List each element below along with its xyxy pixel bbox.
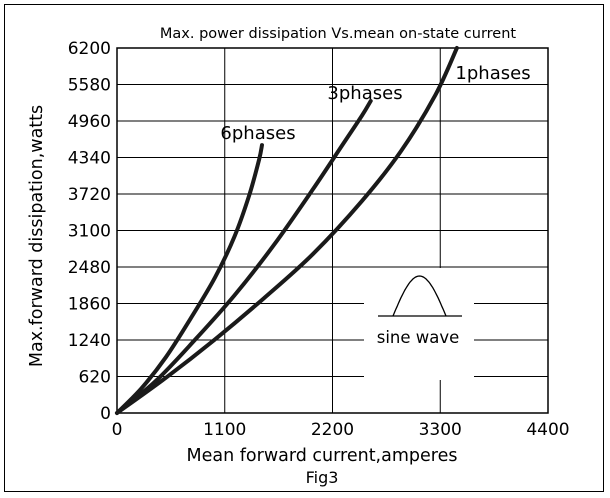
y-tick-label: 4340 xyxy=(68,149,111,169)
y-tick-label: 6200 xyxy=(68,39,111,59)
series-label-1phases: 1phases xyxy=(455,63,530,84)
series-labels: 6phases 3phases 1phases xyxy=(220,63,530,144)
figure-caption: Fig3 xyxy=(306,468,339,487)
y-tick-label: 2480 xyxy=(68,258,111,278)
series-label-3phases: 3phases xyxy=(327,83,402,104)
y-tick-labels: 0 620 1240 1860 2480 3100 3720 4340 4960 5580 6200 xyxy=(68,39,111,424)
series-line-3phases xyxy=(115,98,373,415)
sine-wave-inset: sine wave xyxy=(364,268,474,380)
y-tick-label: 1860 xyxy=(68,295,111,315)
y-tick-label: 3100 xyxy=(68,222,111,242)
x-tick-label: 3300 xyxy=(419,420,462,440)
x-axis-label: Mean forward current,amperes xyxy=(187,446,458,466)
x-tick-label: 0 xyxy=(112,420,123,440)
y-tick-label: 1240 xyxy=(68,331,111,351)
series-label-6phases: 6phases xyxy=(220,123,295,144)
chart-title: Max. power dissipation Vs.mean on-state … xyxy=(160,26,517,42)
y-axis-label: Max.forward dissipation,watts xyxy=(27,105,47,367)
sine-pulse-icon xyxy=(392,275,447,317)
x-tick-label: 2200 xyxy=(311,420,354,440)
grid xyxy=(117,48,548,413)
curves xyxy=(115,46,459,415)
inset-label: sine wave xyxy=(377,328,460,347)
plot-area xyxy=(116,47,549,414)
y-tick-label: 620 xyxy=(79,368,111,388)
chart-frame xyxy=(4,4,604,492)
x-tick-label: 4400 xyxy=(526,420,569,440)
y-tick-label: 5580 xyxy=(68,76,111,96)
x-tick-labels: 0 1100 2200 3300 4400 xyxy=(112,420,570,440)
series-line-6phases xyxy=(115,143,264,415)
y-tick-label: 0 xyxy=(100,404,111,424)
y-tick-label: 4960 xyxy=(68,112,111,132)
x-tick-label: 1100 xyxy=(203,420,246,440)
y-tick-label: 3720 xyxy=(68,185,111,205)
series-line-1phases xyxy=(115,46,459,415)
